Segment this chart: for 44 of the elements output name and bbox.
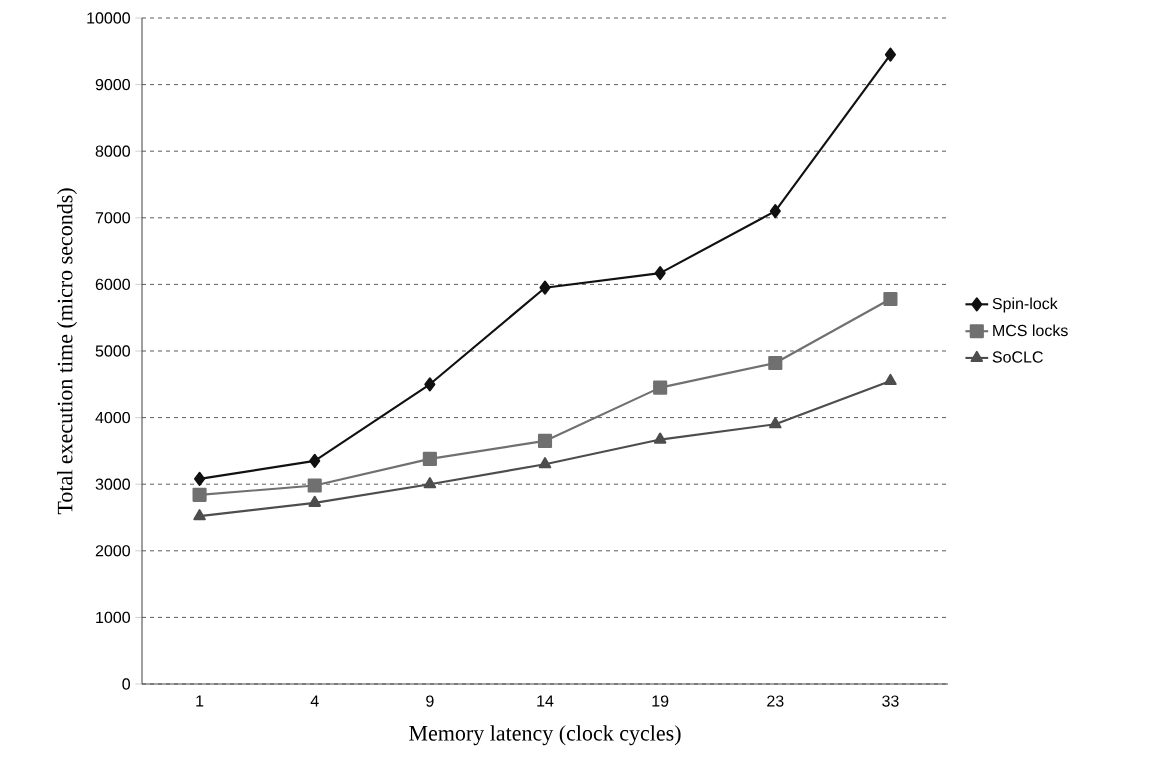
point xyxy=(769,204,781,219)
point xyxy=(653,380,668,395)
x-tick-label: 1 xyxy=(196,695,204,707)
x-tick-label: 19 xyxy=(652,695,669,707)
point xyxy=(654,266,666,281)
point xyxy=(769,417,782,429)
y-axis-title: Total execution time (micro seconds) xyxy=(57,188,77,515)
y-tick-label: 6000 xyxy=(95,278,130,291)
point xyxy=(884,47,897,62)
point xyxy=(423,477,437,489)
point xyxy=(309,453,321,468)
point xyxy=(538,457,552,469)
point xyxy=(884,373,897,386)
point xyxy=(194,471,206,486)
point xyxy=(883,291,898,307)
x-tick-label: 4 xyxy=(310,695,319,707)
legend-label: Spin-lock xyxy=(992,297,1058,313)
y-tick-label: 8000 xyxy=(95,145,130,157)
y-tick-label: 10000 xyxy=(87,12,130,24)
point xyxy=(539,280,551,295)
y-tick-label: 4000 xyxy=(95,411,130,424)
y-tick-label: 1000 xyxy=(96,611,130,624)
x-tick-label: 9 xyxy=(426,695,434,707)
point xyxy=(537,433,553,448)
y-tick-label: 7000 xyxy=(95,212,130,224)
legend-label: MCS locks xyxy=(993,324,1068,337)
point xyxy=(193,509,206,521)
x-tick-label: 33 xyxy=(882,695,899,707)
x-tick-label: 23 xyxy=(767,695,784,707)
point xyxy=(768,355,783,371)
point xyxy=(653,432,667,444)
point xyxy=(308,495,321,507)
y-tick-label: 5000 xyxy=(95,345,130,357)
point xyxy=(307,478,322,493)
y-tick-label: 3000 xyxy=(95,478,130,490)
point xyxy=(192,487,207,502)
x-tick-label: 14 xyxy=(537,695,554,707)
y-tick-label: 9000 xyxy=(95,78,130,91)
point xyxy=(422,451,437,466)
point xyxy=(424,377,436,392)
legend-label: SoCLC xyxy=(992,351,1043,363)
y-tick-label: 2000 xyxy=(95,545,130,557)
x-axis-title: Memory latency (clock cycles) xyxy=(409,725,681,746)
y-tick-label: 0 xyxy=(122,678,131,690)
